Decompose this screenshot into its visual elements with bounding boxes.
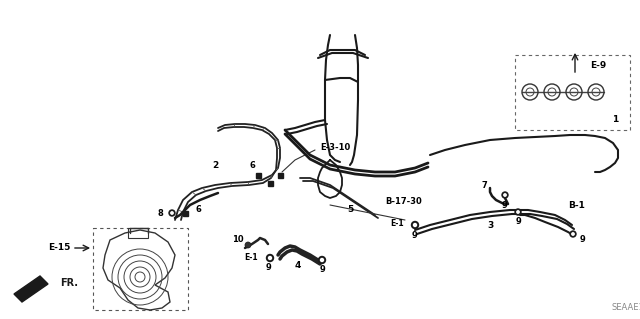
- Circle shape: [321, 258, 323, 262]
- Text: 4: 4: [295, 261, 301, 270]
- Circle shape: [515, 209, 521, 215]
- Circle shape: [169, 210, 175, 216]
- Circle shape: [412, 221, 419, 228]
- Text: FR.: FR.: [60, 278, 78, 288]
- Text: 3: 3: [487, 220, 493, 229]
- Text: 2: 2: [212, 160, 218, 169]
- Text: 9: 9: [515, 218, 521, 226]
- Bar: [255, 173, 260, 177]
- Text: 7: 7: [481, 181, 487, 189]
- Circle shape: [171, 212, 173, 214]
- Text: 6: 6: [249, 160, 255, 169]
- Polygon shape: [14, 276, 48, 302]
- Circle shape: [319, 256, 326, 263]
- Text: 5: 5: [347, 205, 353, 214]
- Text: 9: 9: [411, 231, 417, 240]
- Circle shape: [504, 194, 506, 196]
- Bar: [515, 55, 630, 130]
- Text: 6: 6: [195, 205, 201, 214]
- Bar: [93, 228, 188, 310]
- Text: 10: 10: [232, 235, 244, 244]
- Text: E-15: E-15: [48, 243, 70, 253]
- Bar: [278, 173, 282, 177]
- Text: B-1: B-1: [568, 201, 585, 210]
- Circle shape: [570, 231, 576, 237]
- Bar: [182, 211, 188, 216]
- Text: SEAAE1510: SEAAE1510: [612, 303, 640, 313]
- Text: 9: 9: [502, 201, 508, 210]
- Circle shape: [502, 192, 508, 198]
- Circle shape: [269, 256, 271, 259]
- Text: E-1: E-1: [244, 253, 258, 262]
- Text: E-1: E-1: [390, 219, 404, 227]
- Text: B-17-30: B-17-30: [385, 197, 422, 206]
- Text: 9: 9: [265, 263, 271, 271]
- Text: 1: 1: [612, 115, 618, 124]
- Text: E-9: E-9: [590, 61, 606, 70]
- Bar: [268, 181, 273, 186]
- Text: 9: 9: [579, 235, 585, 244]
- Text: E-3-10: E-3-10: [320, 144, 350, 152]
- Circle shape: [517, 211, 519, 213]
- Circle shape: [266, 255, 273, 262]
- Circle shape: [413, 224, 417, 226]
- Circle shape: [245, 242, 251, 248]
- Text: 9: 9: [320, 265, 326, 275]
- Text: 8: 8: [157, 209, 163, 218]
- Circle shape: [572, 233, 574, 235]
- Bar: [128, 228, 148, 238]
